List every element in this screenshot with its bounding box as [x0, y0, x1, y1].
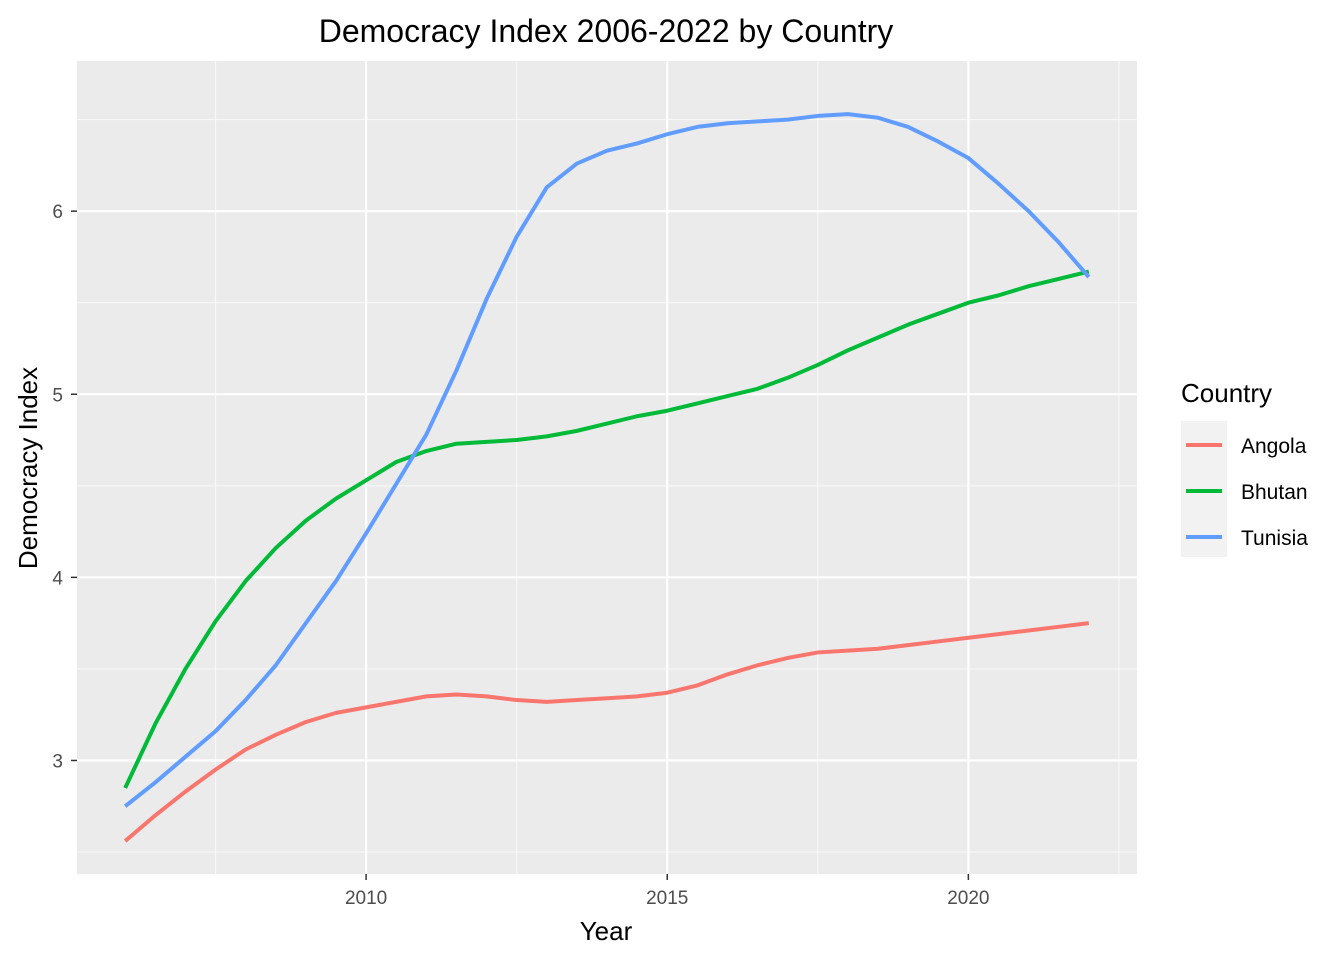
x-axis-title: Year	[580, 916, 633, 946]
y-tick-label: 5	[52, 385, 63, 406]
major-gridlines	[77, 61, 1137, 874]
series-lines	[123, 112, 1091, 843]
y-tick-label: 6	[52, 202, 63, 223]
plot-panel	[77, 61, 1137, 874]
x-tick-label: 2015	[646, 888, 688, 909]
y-axis-ticks: 3 4 5 6	[52, 202, 77, 772]
legend-label-bhutan: Bhutan	[1241, 481, 1308, 504]
x-tick-label: 2010	[345, 888, 387, 909]
legend-label-tunisia: Tunisia	[1241, 527, 1308, 550]
legend: Country Angola Bhutan Tunisia	[1181, 378, 1308, 557]
minor-gridlines	[77, 61, 1137, 874]
series-line-angola	[123, 621, 1090, 843]
x-tick-label: 2020	[947, 888, 989, 909]
y-axis-title: Democracy Index	[13, 367, 43, 569]
series-line-bhutan	[123, 269, 1090, 789]
series-line-tunisia	[123, 112, 1091, 808]
y-tick-label: 4	[52, 568, 63, 589]
chart-title: Democracy Index 2006-2022 by Country	[319, 13, 894, 49]
legend-title: Country	[1181, 378, 1272, 408]
y-tick-label: 3	[52, 751, 63, 772]
x-axis-ticks: 2010 2015 2020	[345, 874, 990, 909]
legend-label-angola: Angola	[1241, 435, 1307, 458]
